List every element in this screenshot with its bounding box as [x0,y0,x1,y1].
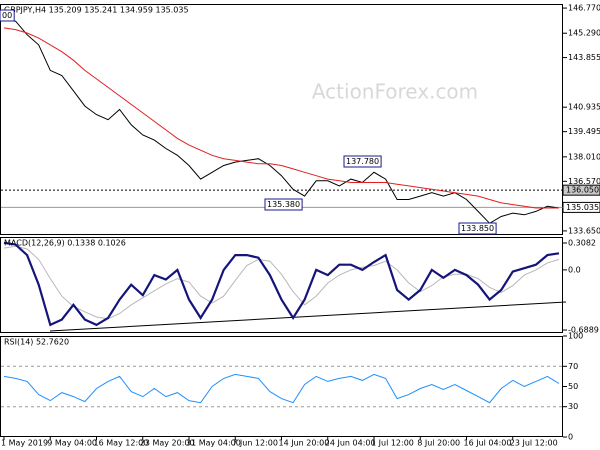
panel-title: GBPJPY,H4 135.209 135.241 134.959 135.03… [4,6,189,15]
price-label: 136.050 [566,186,599,195]
x-tick-label: 31 May 04:00 [186,439,241,448]
x-tick-label: 16 Jul 04:00 [464,439,512,448]
panel-frame [0,237,563,333]
annotation-box [343,155,382,168]
y-tick-label: 145.290 [568,29,600,38]
annotation-box [264,198,303,211]
x-tick-label: 1 May 2019 [1,439,48,448]
x-tick-label: 1 Jul 12:00 [371,439,414,448]
trend-line [49,301,567,332]
x-tick-label: 23 Jul 12:00 [510,439,558,448]
x-tick-label: 16 May 12:00 [94,439,149,448]
annotation-label: 135.380 [267,200,300,209]
y-tick-label: -0.6889 [568,326,599,335]
panel-frame [0,336,563,437]
y-tick-label: 0.3082 [568,239,596,248]
y-tick-label: 50 [568,382,578,391]
y-tick-label: 140.935 [568,103,600,112]
x-tick-label: 8 Jul 20:00 [417,439,460,448]
series-line [3,19,560,224]
y-tick-label: 146.770 [568,4,600,13]
x-tick-label: 9 May 04:00 [47,439,97,448]
y-tick-label: 70 [568,362,578,371]
y-tick-label: 30 [568,402,578,411]
y-tick-label: 136.570 [568,177,600,186]
y-tick-label: 138.010 [568,152,600,161]
price-label: 135.035 [566,203,599,212]
x-tick-label: 24 Jun 04:00 [325,439,376,448]
watermark: ActionForex.com [312,80,478,104]
price-label-box [562,201,600,213]
x-tick-label: 23 May 20:00 [140,439,195,448]
y-tick-label: 100 [568,332,583,341]
y-tick-label: 139.495 [568,127,600,136]
y-tick-label: 143.855 [568,53,600,62]
annotation-box [458,222,497,235]
price-label-box [562,184,600,196]
y-tick-label: 0.0 [568,265,581,274]
annotation-label: 137.780 [346,157,379,166]
panel-title: RSI(14) 52.7620 [4,338,69,347]
annotation-box [0,9,15,22]
y-tick-label: 133.650 [568,226,600,235]
panel-frame [0,4,563,235]
annotation-label: 00 [2,11,12,20]
x-tick-label: 7 Jun 12:00 [232,439,278,448]
series-line [3,373,560,404]
annotation-label: 133.850 [461,224,494,233]
panel-title: MACD(12,26,9) 0.1338 0.1026 [4,239,126,248]
series-line [3,27,559,209]
y-tick-label: 0 [568,433,573,442]
x-tick-label: 14 Jun 20:00 [279,439,330,448]
series-line [3,241,560,327]
